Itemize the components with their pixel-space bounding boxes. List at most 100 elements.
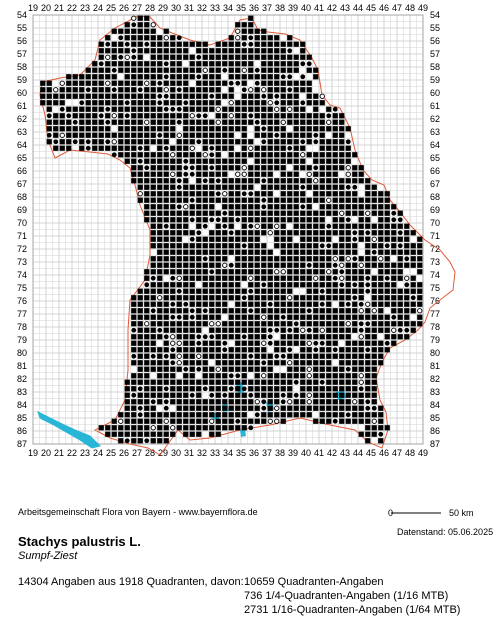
- occurrence-square: [157, 353, 163, 359]
- occurrence-dot: [345, 412, 351, 418]
- occurrence-square: [293, 230, 299, 236]
- occurrence-square: [111, 425, 117, 431]
- occurrence-square: [287, 353, 293, 359]
- occurrence-square: [287, 197, 293, 203]
- occurrence-square: [170, 243, 176, 249]
- occurrence-dot: [85, 145, 91, 151]
- occurrence-square: [228, 405, 234, 411]
- occurrence-square: [144, 197, 150, 203]
- occurrence-square: [248, 340, 254, 346]
- occurrence-dot: [105, 139, 111, 145]
- x-label-top: 21: [54, 3, 64, 13]
- occurrence-square: [209, 184, 215, 190]
- occurrence-open-dot: [345, 256, 351, 262]
- occurrence-square: [384, 223, 390, 229]
- x-label-bottom: 37: [262, 448, 272, 458]
- occurrence-square: [144, 386, 150, 392]
- occurrence-square: [124, 61, 130, 67]
- occurrence-square: [378, 438, 384, 444]
- occurrence-square: [189, 249, 195, 255]
- occurrence-square: [183, 418, 189, 424]
- occurrence-square: [313, 100, 319, 106]
- occurrence-open-dot: [339, 275, 345, 281]
- occurrence-square: [267, 392, 273, 398]
- occurrence-square: [137, 360, 143, 366]
- occurrence-square: [131, 67, 137, 73]
- occurrence-square: [345, 269, 351, 275]
- occurrence-square: [241, 360, 247, 366]
- occurrence-square: [209, 405, 215, 411]
- occurrence-square: [235, 54, 241, 60]
- occurrence-square: [293, 67, 299, 73]
- occurrence-square: [378, 327, 384, 333]
- occurrence-square: [352, 418, 358, 424]
- occurrence-square: [397, 314, 403, 320]
- occurrence-square: [300, 54, 306, 60]
- occurrence-dot: [170, 106, 176, 112]
- occurrence-square: [202, 158, 208, 164]
- occurrence-square: [189, 321, 195, 327]
- occurrence-square: [313, 379, 319, 385]
- occurrence-square: [287, 236, 293, 242]
- occurrence-square: [417, 249, 423, 255]
- occurrence-open-dot: [189, 145, 195, 151]
- occurrence-square: [274, 204, 280, 210]
- occurrence-square: [280, 210, 286, 216]
- y-label-right: 58: [430, 62, 440, 72]
- occurrence-square: [170, 178, 176, 184]
- occurrence-square: [150, 80, 156, 86]
- occurrence-square: [378, 321, 384, 327]
- occurrence-square: [267, 119, 273, 125]
- occurrence-square: [157, 373, 163, 379]
- occurrence-square: [345, 243, 351, 249]
- occurrence-square: [293, 80, 299, 86]
- occurrence-square: [189, 386, 195, 392]
- occurrence-square: [248, 314, 254, 320]
- occurrence-square: [293, 113, 299, 119]
- occurrence-square: [98, 425, 104, 431]
- occurrence-square: [189, 210, 195, 216]
- occurrence-square: [358, 431, 364, 437]
- occurrence-open-dot: [404, 275, 410, 281]
- occurrence-square: [183, 347, 189, 353]
- occurrence-square: [137, 152, 143, 158]
- occurrence-square: [358, 282, 364, 288]
- occurrence-square: [306, 269, 312, 275]
- occurrence-square: [209, 347, 215, 353]
- occurrence-open-dot: [215, 106, 221, 112]
- occurrence-dot: [319, 243, 325, 249]
- occurrence-square: [170, 210, 176, 216]
- occurrence-dot: [150, 353, 156, 359]
- occurrence-square: [339, 288, 345, 294]
- occurrence-square: [287, 217, 293, 223]
- occurrence-dot: [371, 405, 377, 411]
- occurrence-square: [144, 353, 150, 359]
- occurrence-dot: [365, 275, 371, 281]
- occurrence-square: [332, 295, 338, 301]
- occurrence-dot: [248, 41, 254, 47]
- occurrence-dot: [163, 334, 169, 340]
- occurrence-square: [274, 314, 280, 320]
- occurrence-open-dot: [176, 353, 182, 359]
- occurrence-square: [313, 399, 319, 405]
- occurrence-square: [293, 256, 299, 262]
- y-label-left: 86: [17, 426, 27, 436]
- occurrence-square: [339, 126, 345, 132]
- occurrence-square: [209, 308, 215, 314]
- occurrence-square: [157, 54, 163, 60]
- occurrence-square: [118, 61, 124, 67]
- occurrence-square: [345, 399, 351, 405]
- occurrence-square: [332, 288, 338, 294]
- occurrence-dot: [176, 119, 182, 125]
- occurrence-square: [332, 197, 338, 203]
- occurrence-square: [163, 327, 169, 333]
- occurrence-square: [215, 256, 221, 262]
- occurrence-square: [137, 100, 143, 106]
- occurrence-dot: [241, 386, 247, 392]
- occurrence-square: [157, 223, 163, 229]
- occurrence-dot: [280, 74, 286, 80]
- x-label-bottom: 36: [249, 448, 259, 458]
- occurrence-square: [150, 230, 156, 236]
- occurrence-square: [235, 74, 241, 80]
- occurrence-square: [144, 152, 150, 158]
